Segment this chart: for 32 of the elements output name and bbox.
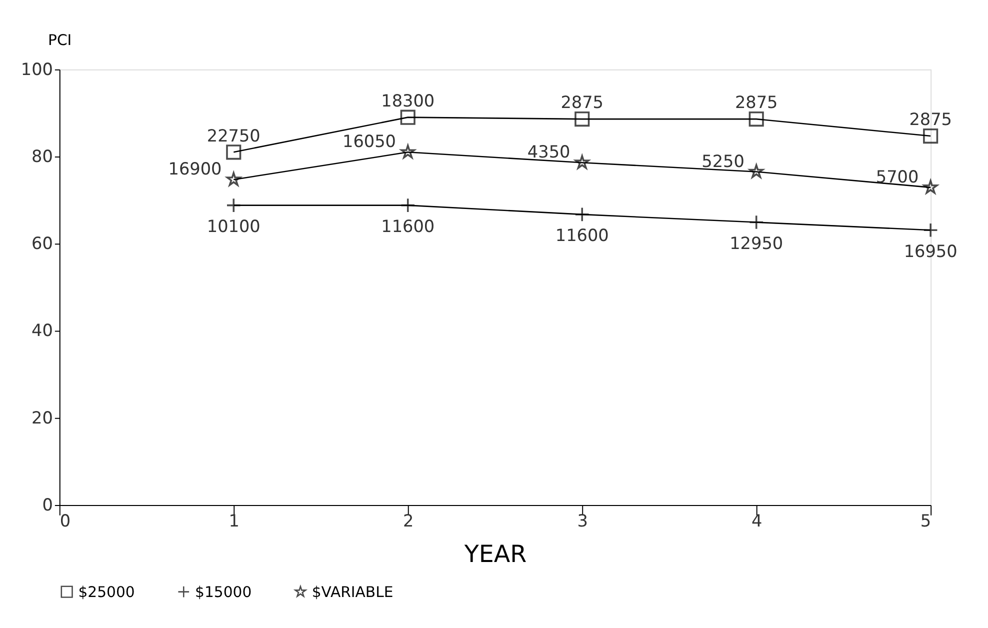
y-axis-title: PCI xyxy=(48,32,72,50)
annotation: 16050 xyxy=(342,131,396,152)
annotation: 4350 xyxy=(527,142,570,162)
annotation: 10100 xyxy=(206,216,260,236)
annotation: 16900 xyxy=(168,158,222,179)
annotation: 18300 xyxy=(381,90,435,110)
y-tick-label: 60 xyxy=(32,233,53,254)
y-tick-label: 0 xyxy=(42,494,53,514)
x-tick-label: 0 xyxy=(60,510,71,530)
annotation: 2875 xyxy=(734,92,778,112)
y-tick-label: 20 xyxy=(32,407,53,428)
annotation: 5250 xyxy=(702,150,744,171)
x-tick-label: 1 xyxy=(228,510,240,530)
x-tick-label: 2 xyxy=(403,510,414,530)
legend-label: $25000 xyxy=(78,584,135,601)
x-tick-label: 4 xyxy=(751,510,762,530)
annotation: 2875 xyxy=(909,109,952,130)
annotation: 16950 xyxy=(904,240,958,261)
y-tick-label: 80 xyxy=(32,146,53,166)
x-tick-label: 3 xyxy=(577,510,588,530)
x-axis-title: YEAR xyxy=(463,540,527,568)
annotation: 2875 xyxy=(560,92,604,112)
legend-label: $VARIABLE xyxy=(312,584,394,601)
annotation: 22750 xyxy=(206,125,260,146)
legend-label: $15000 xyxy=(195,584,252,601)
annotation: 5700 xyxy=(876,166,919,186)
annotation: 12950 xyxy=(730,233,784,254)
annotation: 11600 xyxy=(555,225,609,246)
y-tick-label: 100 xyxy=(20,58,53,79)
annotation: 11600 xyxy=(381,216,435,236)
x-tick-label: 5 xyxy=(920,510,932,530)
y-tick-label: 40 xyxy=(32,320,53,340)
